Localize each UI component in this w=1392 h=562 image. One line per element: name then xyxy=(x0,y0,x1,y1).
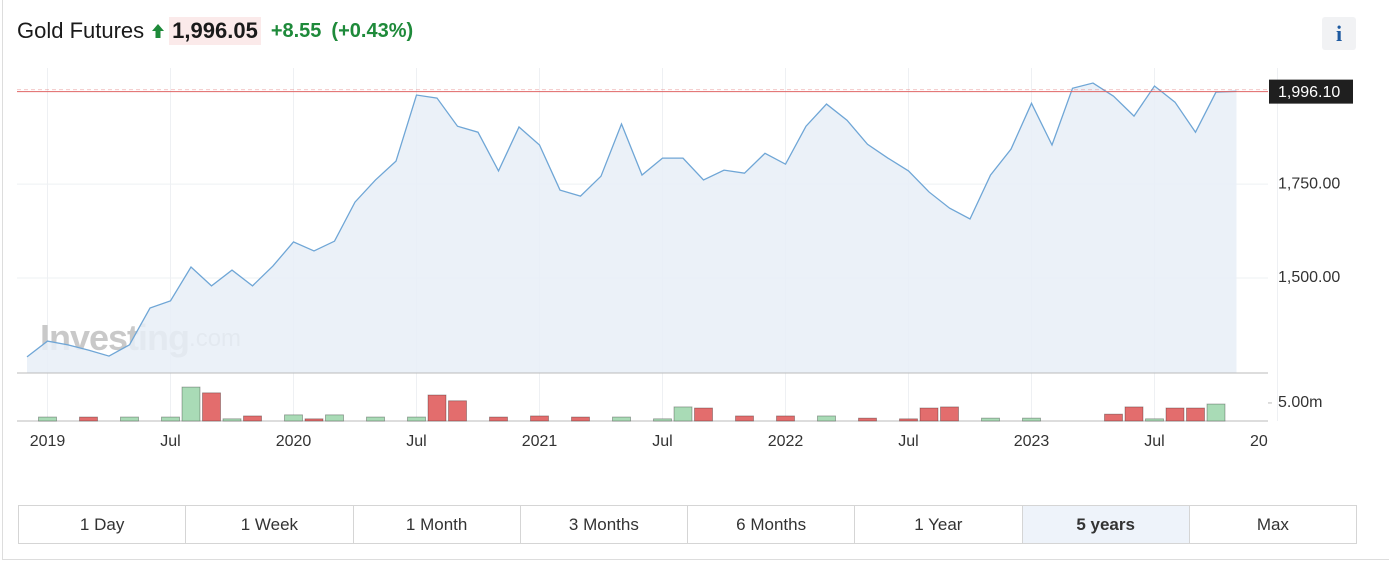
range-selector: 1 Day 1 Week 1 Month 3 Months 6 Months 1 Year… xyxy=(18,505,1357,544)
volume-bar xyxy=(612,416,631,422)
volume-bar xyxy=(489,416,508,422)
volume-bar xyxy=(243,415,262,422)
volume-bar xyxy=(1124,406,1144,422)
range-button[interactable]: 5 years xyxy=(1022,506,1190,543)
volume-bar xyxy=(222,418,242,422)
x-tick-label: 2023 xyxy=(1014,433,1050,450)
x-tick-label: Jul xyxy=(652,433,672,450)
volume-bar xyxy=(181,386,201,422)
instrument-name: Gold Futures xyxy=(17,18,145,43)
volume-bar xyxy=(673,406,693,422)
y-tick-label: 1,750.00 xyxy=(1278,175,1340,192)
volume-bar xyxy=(1022,417,1041,422)
volume-bar xyxy=(1206,403,1226,422)
range-button[interactable]: 1 Day xyxy=(19,506,187,543)
range-button[interactable]: Max xyxy=(1256,514,1289,534)
range-button[interactable]: 1 Month xyxy=(354,506,521,543)
change-percent: (+0.43%) xyxy=(331,19,414,42)
volume-bar xyxy=(79,416,98,422)
volume-bar xyxy=(1104,413,1123,422)
x-tick-label: 2022 xyxy=(768,433,804,450)
volume-bar xyxy=(735,415,754,422)
volume-bar xyxy=(571,416,590,422)
volume-bar xyxy=(448,400,467,422)
volume-bar xyxy=(366,416,385,422)
range-button[interactable]: 6 Months xyxy=(688,506,856,543)
volume-bar xyxy=(161,416,180,422)
volume-bar xyxy=(817,415,836,422)
x-tick-label: 2021 xyxy=(522,433,558,450)
x-tick-label: 20 xyxy=(1250,433,1268,450)
volume-bar xyxy=(694,407,713,422)
volume-bar xyxy=(776,415,795,422)
volume-tick-label: 5.00m xyxy=(1278,394,1322,411)
x-tick-label: 2019 xyxy=(30,433,66,450)
volume-bar xyxy=(325,414,344,422)
volume-bar xyxy=(940,406,959,422)
chart: 2019 Jul 2020 Jul 2021 Jul 2022 Jul 2023 Jul 20 1,5… xyxy=(17,68,1353,450)
volume-bar xyxy=(284,414,303,422)
range-button[interactable]: 1 Year xyxy=(855,506,1023,543)
change: +8.55 xyxy=(270,19,322,42)
volume-bar xyxy=(858,417,877,422)
info-button[interactable]: i xyxy=(1322,17,1356,50)
volume-bar xyxy=(1165,407,1185,422)
x-tick-label: Jul xyxy=(898,433,918,450)
price-line xyxy=(26,82,1237,358)
up-arrow xyxy=(152,24,165,38)
x-tick-label: Jul xyxy=(1144,433,1164,450)
volume-bar xyxy=(1145,418,1164,422)
last-price: 1,996.05 xyxy=(169,17,261,45)
volume-bar xyxy=(427,394,447,422)
y-tick-label: 1,500.00 xyxy=(1278,269,1340,286)
volume-bar xyxy=(407,416,426,422)
volume-bar xyxy=(899,418,918,422)
x-tick-label: Jul xyxy=(160,433,180,450)
x-tick-label: 2020 xyxy=(276,433,312,450)
x-tick-label: Jul xyxy=(406,433,426,450)
volume-bar xyxy=(919,407,939,422)
range-button[interactable]: 1 Week xyxy=(186,506,354,543)
volume-bar xyxy=(120,416,139,422)
volume-bar xyxy=(304,418,324,422)
volume-bar xyxy=(653,418,672,422)
volume-bar xyxy=(530,415,549,422)
price-area xyxy=(27,83,1237,373)
volume-bar xyxy=(202,392,221,422)
volume-bar xyxy=(38,416,57,422)
last-price-label: 1,996.10 xyxy=(1278,84,1340,101)
last-price-box xyxy=(1269,79,1353,104)
header: Gold Futures 1,996.05 +8.55 (+0.43%) xyxy=(17,16,413,46)
volume-bar xyxy=(1186,407,1205,422)
range-button[interactable]: 3 Months xyxy=(521,506,688,543)
volume-bar xyxy=(981,417,1000,422)
